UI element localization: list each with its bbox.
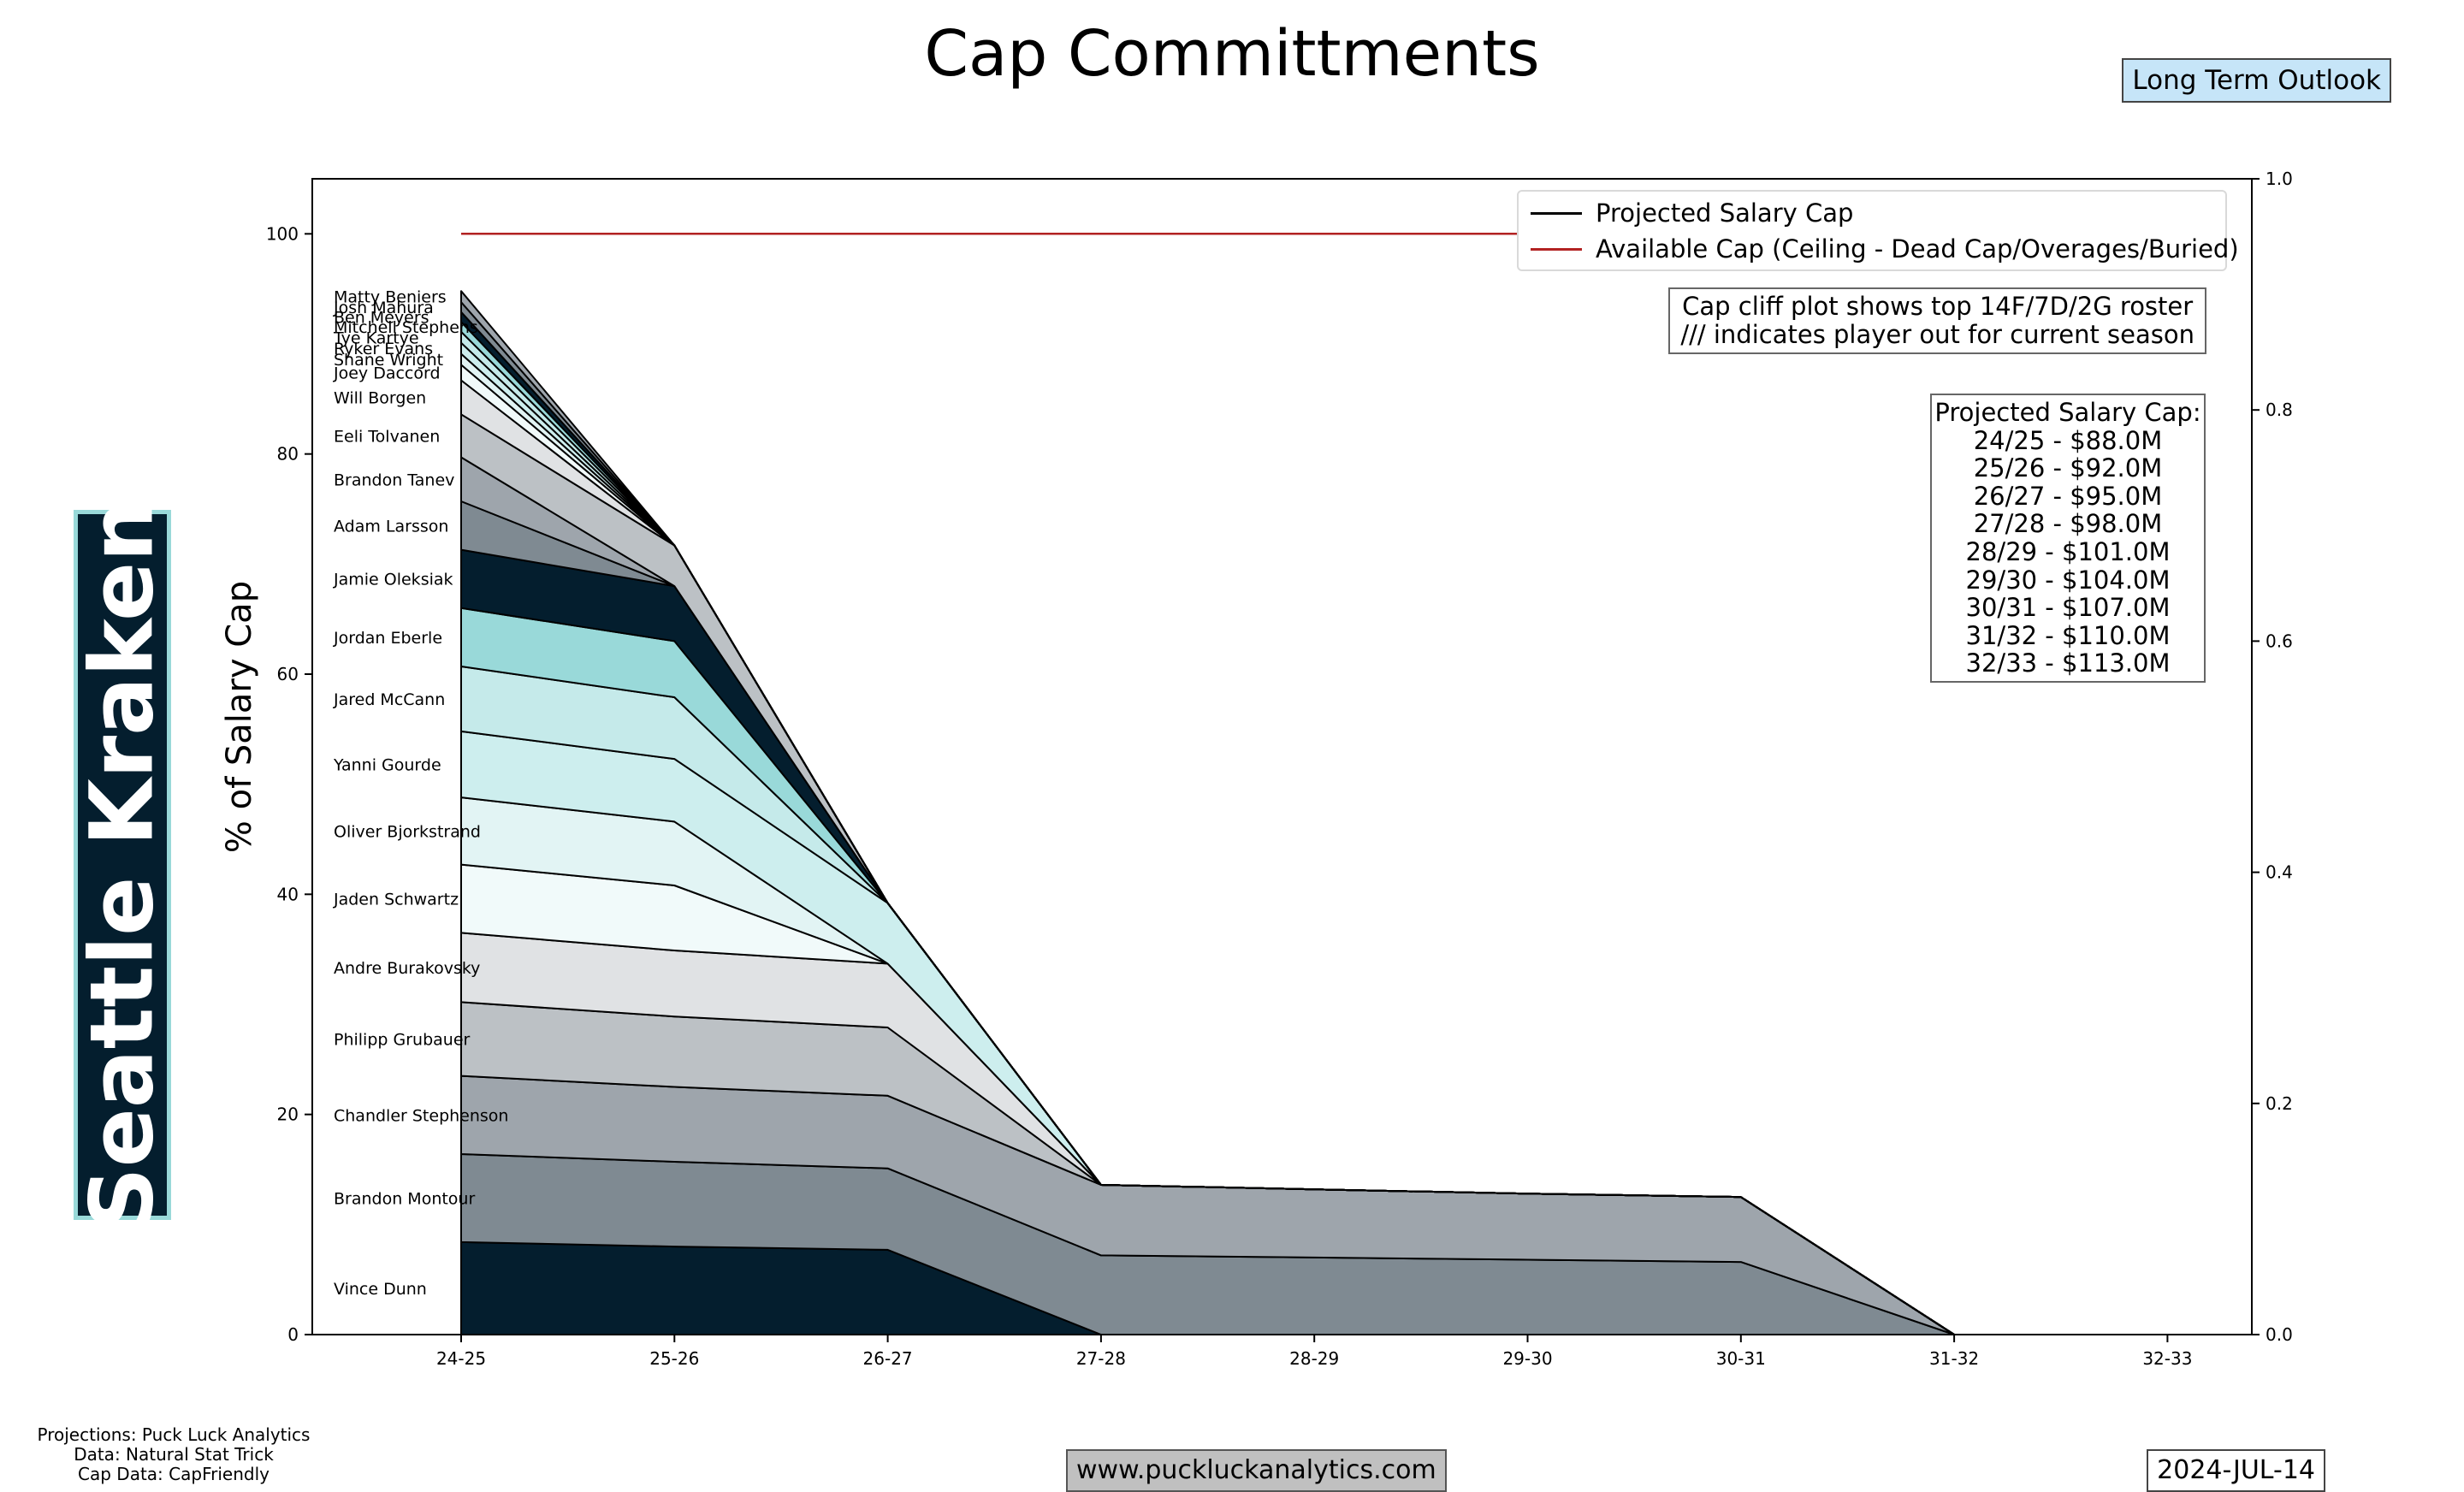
x-tick-label: 32-33 (2142, 1348, 2192, 1369)
x-tick-label: 28-29 (1289, 1348, 1339, 1369)
player-label-oliver-bjorkstrand: Oliver Bjorkstrand (334, 822, 481, 841)
player-label-ryker-evans: Ryker Evans (334, 340, 433, 358)
legend-item-projected-cap: Projected Salary Cap (1531, 198, 1853, 228)
website-link[interactable]: www.puckluckanalytics.com (1066, 1449, 1447, 1492)
stacked-areas (460, 290, 2169, 1335)
player-label-tye-kartye: Tye Kartye (333, 329, 419, 347)
projected-cap-line: 24/25 - $88.0M (1973, 425, 2163, 455)
player-label-brandon-montour: Brandon Montour (334, 1190, 475, 1209)
credit-data: Data: Natural Stat Trick (74, 1444, 274, 1465)
plot-frame (311, 178, 2253, 1335)
date-stamp: 2024-JUL-14 (2147, 1449, 2325, 1492)
legend-swatch-available-cap (1531, 247, 1582, 251)
outlook-badge: Long Term Outlook (2122, 58, 2391, 103)
legend-label-available-cap: Available Cap (Ceiling - Dead Cap/Overag… (1596, 234, 2239, 263)
legend-item-available-cap: Available Cap (Ceiling - Dead Cap/Overag… (1531, 234, 2239, 263)
projected-cap-line: 29/30 - $104.0M (1965, 565, 2171, 595)
player-label-brandon-tanev: Brandon Tanev (334, 471, 454, 489)
projected-cap-line: 25/26 - $92.0M (1973, 453, 2163, 483)
projected-cap-line: 30/31 - $107.0M (1965, 593, 2171, 623)
projected-cap-line: 26/27 - $95.0M (1973, 481, 2163, 511)
legend-swatch-projected-cap (1531, 211, 1582, 215)
player-label-adam-larsson: Adam Larsson (334, 517, 448, 536)
y2-tick-label: 0.0 (2266, 1324, 2293, 1345)
player-label-mitchell-stephens: Mitchell Stephens (334, 318, 478, 337)
credit-projections: Projections: Puck Luck Analytics (37, 1424, 311, 1445)
y-tick-label: 20 (277, 1104, 299, 1125)
x-tick-label: 29-30 (1502, 1348, 1552, 1369)
footer-credits: Projections: Puck Luck Analytics Data: N… (36, 1425, 311, 1484)
player-label-will-borgen: Will Borgen (334, 388, 426, 407)
y2-tick-label: 0.8 (2266, 400, 2293, 420)
team-banner: Seattle Kraken (72, 500, 174, 1230)
credit-cap-data: Cap Data: CapFriendly (78, 1464, 270, 1484)
player-label-andre-burakovsky: Andre Burakovsky (334, 959, 480, 978)
legend-label-projected-cap: Projected Salary Cap (1596, 198, 1854, 228)
roster-note: Cap cliff plot shows top 14F/7D/2G roste… (1668, 287, 2206, 354)
note-line-2: /// indicates player out for current sea… (1680, 320, 2194, 349)
y2-tick-label: 0.4 (2266, 862, 2293, 883)
axes: 24-25 25-26 26-27 27-28 28-29 29-30 30-31 31-32… (266, 169, 2293, 1369)
player-label-josh-mahura: Josh Mahura (333, 299, 434, 317)
legend: Projected Salary Cap Available Cap (Ceil… (1517, 190, 2239, 271)
y-tick-label: 60 (277, 664, 299, 684)
player-label-jaden-schwartz: Jaden Schwartz (333, 891, 459, 909)
y2-tick-label: 0.2 (2266, 1093, 2293, 1114)
projected-cap-line: 28/29 - $101.0M (1965, 536, 2171, 566)
y-tick-label: 80 (277, 444, 299, 465)
player-label-eeli-tolvanen: Eeli Tolvanen (334, 427, 440, 446)
player-label-joey-daccord: Joey Daccord (333, 364, 441, 383)
player-label-vince-dunn: Vince Dunn (334, 1280, 427, 1299)
x-tick-label: 26-27 (863, 1348, 913, 1369)
projected-cap-line: 31/32 - $110.0M (1965, 620, 2171, 650)
player-label-matty-beniers: Matty Beniers (334, 288, 447, 307)
player-label-chandler-stephenson: Chandler Stephenson (334, 1106, 508, 1125)
x-tick-label: 24-25 (436, 1348, 486, 1369)
y-tick-label: 0 (287, 1324, 299, 1345)
projected-cap-heading: Projected Salary Cap: (1934, 398, 2201, 427)
x-tick-label: 27-28 (1076, 1348, 1126, 1369)
player-label-shane-wright: Shane Wright (334, 351, 443, 370)
projected-cap-line: 32/33 - $113.0M (1965, 648, 2171, 678)
y2-tick-label: 0.6 (2266, 631, 2293, 651)
chart-title: Cap Committments (924, 17, 1540, 91)
note-line-1: Cap cliff plot shows top 14F/7D/2G roste… (1682, 292, 2194, 321)
player-labels: Vince Dunn Brandon Montour Chandler Stephe… (333, 288, 508, 1299)
player-label-yanni-gourde: Yanni Gourde (333, 756, 441, 775)
y-tick-label: 100 (266, 223, 299, 244)
y-tick-label: 40 (277, 884, 299, 904)
x-tick-label: 25-26 (649, 1348, 699, 1369)
player-label-philipp-grubauer: Philipp Grubauer (334, 1031, 471, 1050)
player-label-jordan-eberle: Jordan Eberle (333, 629, 442, 648)
y2-tick-label: 1.0 (2266, 169, 2293, 189)
projected-cap-line: 27/28 - $98.0M (1973, 509, 2163, 539)
player-label-jamie-oleksiak: Jamie Oleksiak (333, 571, 453, 589)
player-label-jared-mccann: Jared McCann (333, 690, 445, 709)
player-label-ben-meyers: Ben Meyers (334, 309, 429, 328)
projected-cap-box: Projected Salary Cap: 24/25 - $88.0M 25/… (1930, 394, 2206, 683)
x-tick-label: 31-32 (1929, 1348, 1979, 1369)
x-tick-label: 30-31 (1716, 1348, 1766, 1369)
